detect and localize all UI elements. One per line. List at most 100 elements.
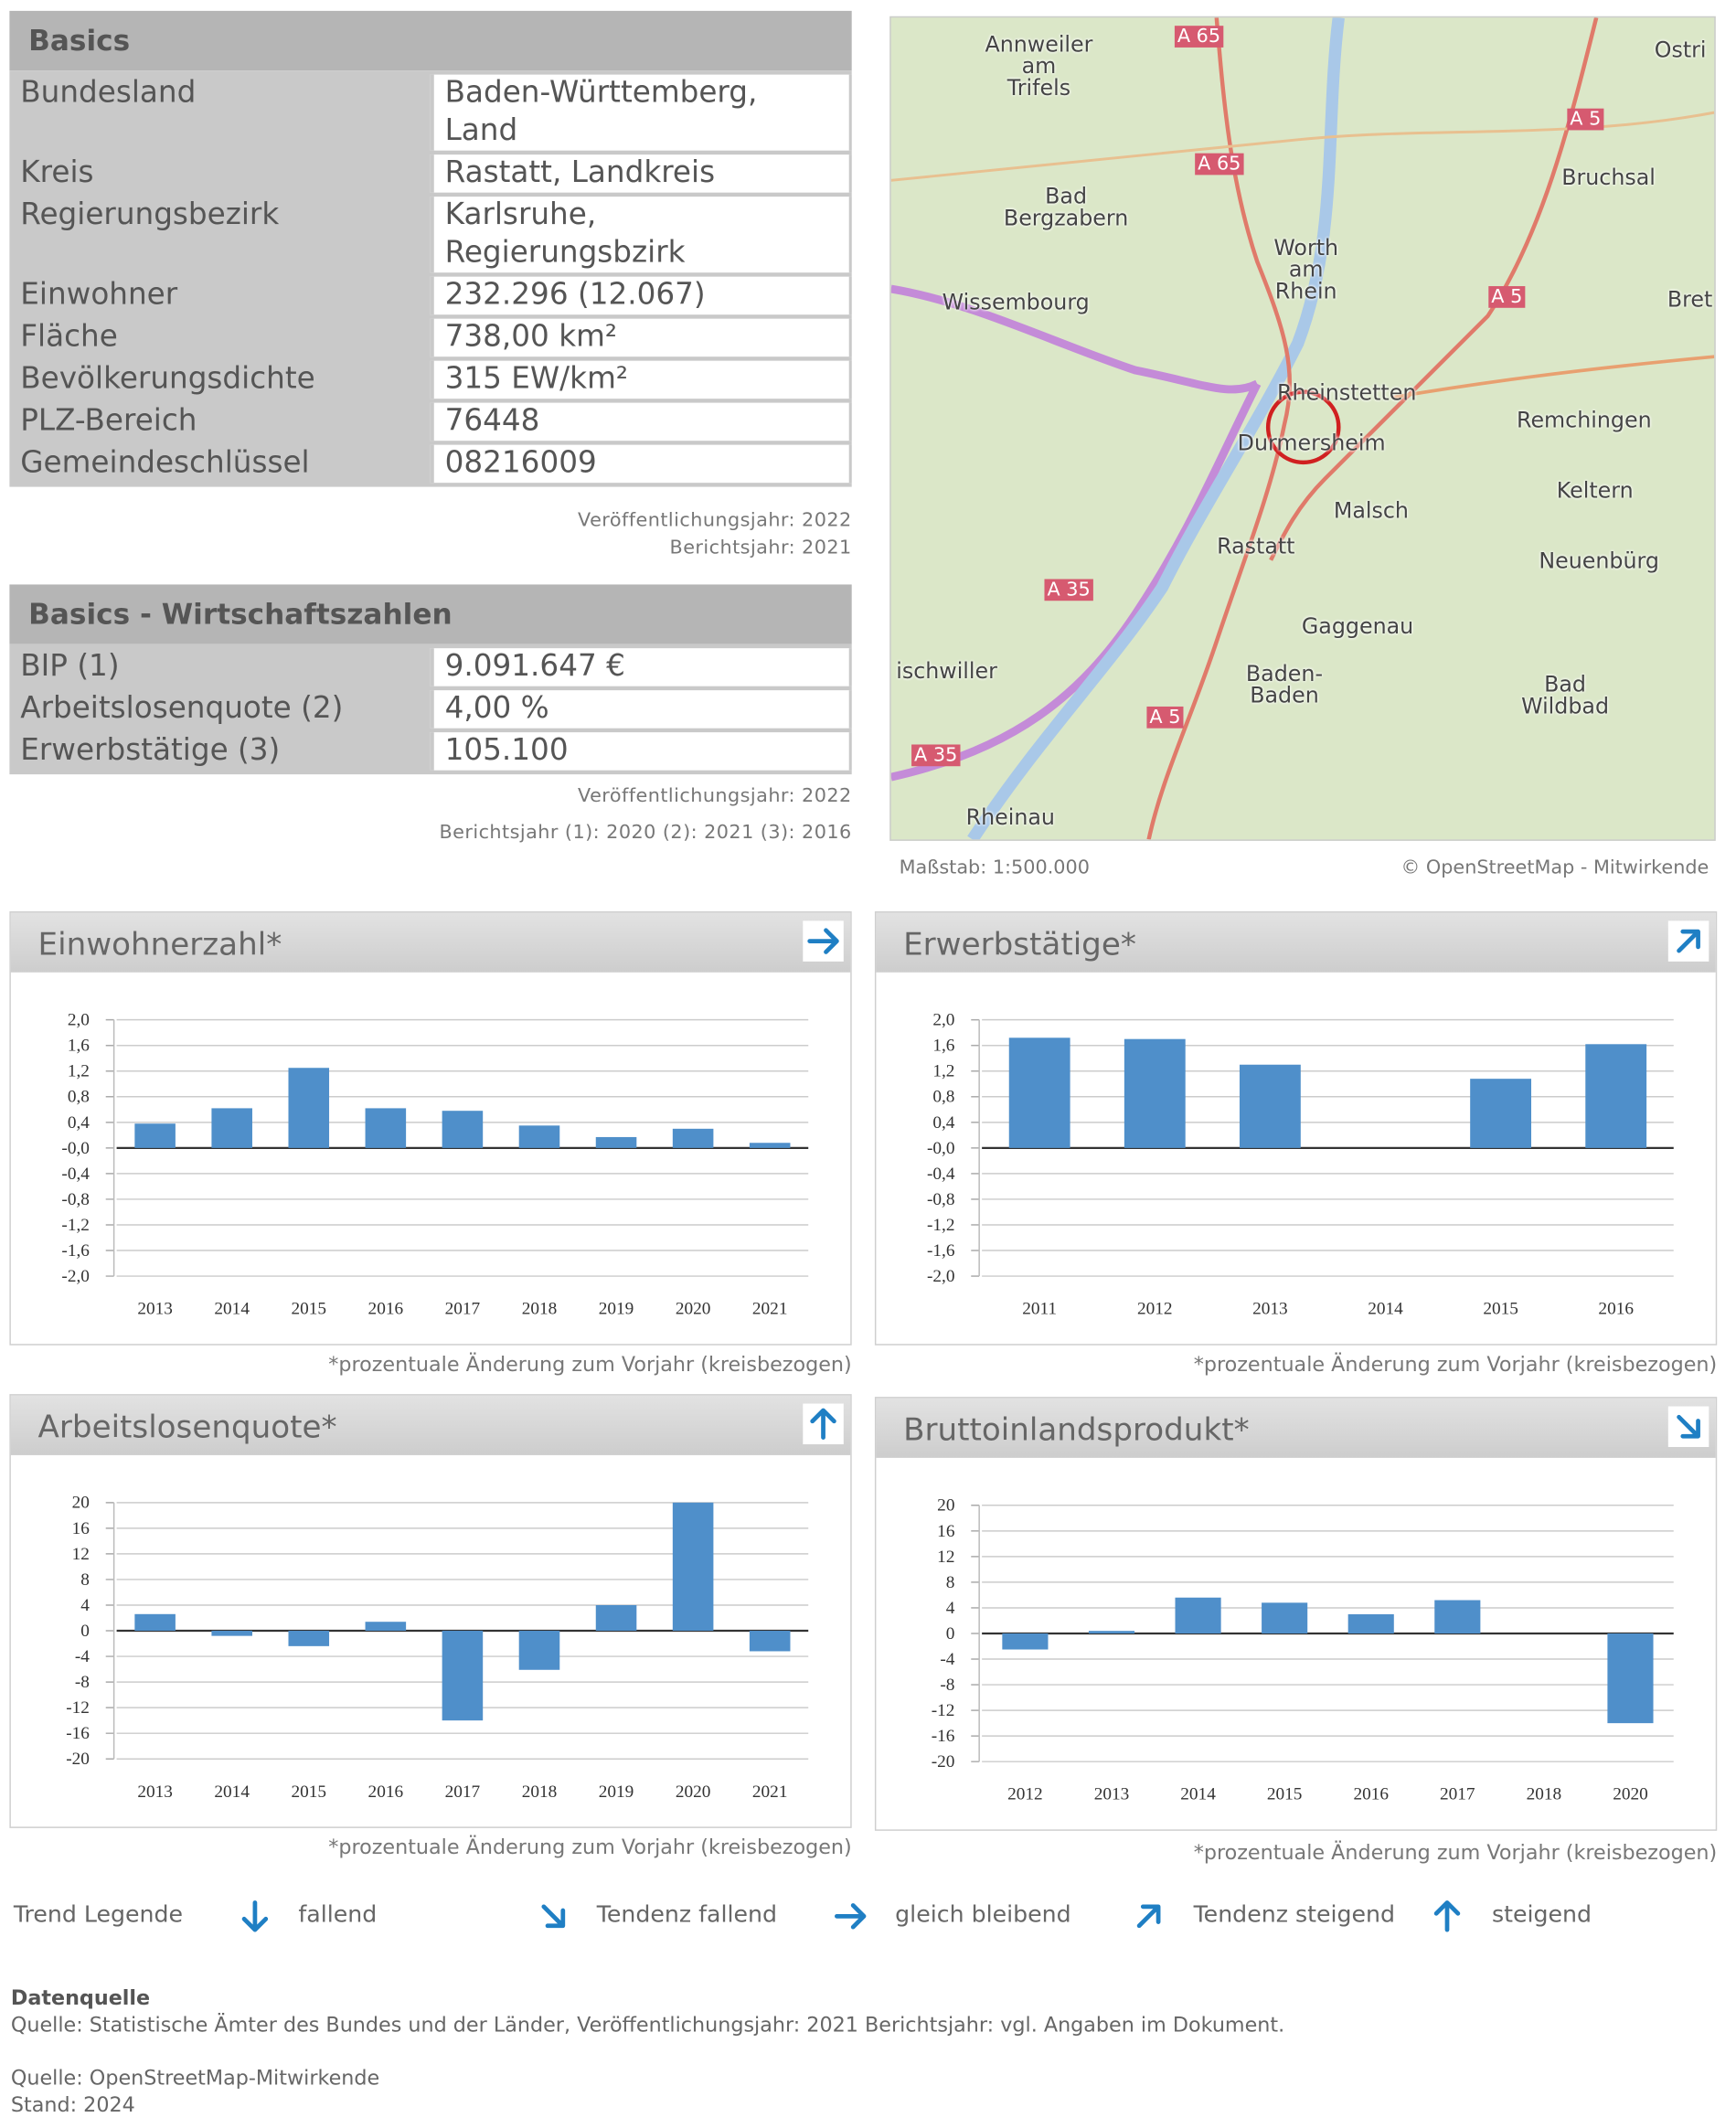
- legend-label: steigend: [1491, 1900, 1592, 1929]
- table-row: Gemeindeschlüssel 08216009: [9, 444, 852, 484]
- legend-label: Tendenz steigend: [1193, 1900, 1396, 1929]
- row-label: Fläche: [20, 320, 118, 355]
- legend-icons: [241, 1900, 1461, 1932]
- legend-icon: [1136, 1904, 1161, 1929]
- y-tick-label: -0,0: [927, 1139, 955, 1158]
- y-tick-label: 16: [937, 1522, 955, 1541]
- x-tick-label: 2018: [522, 1782, 558, 1802]
- x-tick-label: 2016: [368, 1300, 404, 1319]
- y-tick-label: 16: [72, 1519, 91, 1538]
- bar: [1347, 1613, 1394, 1633]
- highway-label: A 65: [1195, 153, 1244, 176]
- y-tick-label: 0,4: [68, 1113, 90, 1133]
- x-tick-label: 2014: [1180, 1785, 1216, 1804]
- y-tick-label: -0,8: [61, 1190, 90, 1209]
- x-tick-label: 2019: [599, 1300, 634, 1319]
- highway-label: A 5: [1146, 706, 1184, 729]
- y-tick-label: -16: [932, 1727, 955, 1746]
- place-label: Bret: [1667, 286, 1713, 313]
- chart-note: *prozentuale Änderung zum Vorjahr (kreis…: [1193, 1840, 1718, 1865]
- place-label: Durmersheim: [1237, 430, 1386, 456]
- chart-note: *prozentuale Änderung zum Vorjahr (kreis…: [1193, 1352, 1718, 1377]
- bar: [365, 1622, 407, 1632]
- y-tick-label: -8: [75, 1673, 90, 1692]
- y-tick-label: -20: [66, 1750, 90, 1769]
- arrow-shape: [810, 1408, 836, 1440]
- place-label: Bruchsal: [1561, 164, 1656, 190]
- chart-note: *prozentuale Änderung zum Vorjahr (kreis…: [328, 1352, 852, 1377]
- y-tick-label: 0: [80, 1622, 90, 1641]
- legend-title: Trend Legende: [13, 1900, 184, 1929]
- place-label: Worth am Rhein: [1273, 234, 1339, 304]
- row-value: 738,00 km²: [430, 318, 852, 357]
- bar: [595, 1136, 637, 1148]
- chart: 2,0 1,6 1,2 0,8 0,4 -0,0 -0,4 -0,8 -1,2 -1,6 -2,0 2…: [61, 920, 844, 1319]
- chart-note: *prozentuale Änderung zum Vorjahr (kreis…: [328, 1835, 852, 1860]
- y-tick-label: -0,4: [61, 1165, 90, 1184]
- row-value: Baden-Württemberg, Land: [430, 74, 852, 151]
- legend-icon: [835, 1903, 867, 1930]
- x-tick-label: 2016: [1598, 1300, 1634, 1319]
- x-tick-label: 2013: [1094, 1785, 1130, 1804]
- bar: [595, 1604, 637, 1632]
- table-row: Fläche 738,00 km²: [9, 318, 852, 357]
- highway-label: A 5: [1567, 108, 1604, 131]
- row-label: Einwohner: [20, 278, 178, 313]
- chart: 2,0 1,6 1,2 0,8 0,4 -0,0 -0,4 -0,8 -1,2 -1,6 -2,0 2…: [927, 920, 1709, 1319]
- x-tick-label: 2015: [1483, 1300, 1518, 1319]
- chart-title: Einwohnerzahl*: [10, 912, 851, 973]
- chart-title: Bruttoinlandsprodukt*: [876, 1398, 1716, 1458]
- bar: [211, 1108, 252, 1148]
- row-value: 9.091.647 €: [430, 648, 852, 686]
- row-label: Erwerbstätige (3): [20, 733, 281, 768]
- y-tick-label: 0,8: [68, 1088, 90, 1107]
- row-value: 232.296 (12.067): [430, 276, 852, 315]
- y-tick-label: -20: [932, 1752, 955, 1772]
- x-tick-label: 2018: [522, 1300, 558, 1319]
- table-row: Arbeitslosenquote (2) 4,00 %: [9, 690, 852, 729]
- table-row: Kreis Rastatt, Landkreis: [9, 154, 852, 193]
- y-tick-label: -4: [940, 1650, 954, 1669]
- y-tick-label: -12: [932, 1701, 955, 1720]
- y-tick-label: 2,0: [932, 1011, 954, 1030]
- place-label: Annweiler am Trifels: [985, 31, 1093, 101]
- bar: [442, 1631, 484, 1721]
- section-header: Basics - Wirtschaftszahlen: [9, 584, 852, 644]
- bar: [134, 1613, 176, 1632]
- place-label: Neuenbürg: [1539, 548, 1659, 574]
- source-line: Stand: 2024: [10, 2092, 135, 2117]
- legend-icon: [1433, 1900, 1461, 1932]
- bar: [1002, 1633, 1049, 1650]
- arrow-shape: [1677, 929, 1700, 953]
- y-tick-label: 12: [72, 1545, 90, 1564]
- highway-label: A 5: [1488, 286, 1526, 308]
- legend-label: fallend: [298, 1900, 378, 1929]
- bar: [1585, 1044, 1647, 1148]
- chart-panel: Einwohnerzahl* 2,0 1,6 1,2 0,8 0,4 -0,0 -0,4 -0,…: [9, 910, 852, 1346]
- note: Berichtsjahr: 2021: [669, 537, 852, 559]
- bar: [672, 1128, 714, 1148]
- bar: [749, 1143, 791, 1148]
- legend-icon: [541, 1904, 566, 1929]
- x-tick-label: 2016: [368, 1782, 404, 1802]
- row-label: PLZ-Bereich: [20, 404, 197, 439]
- row-value: 4,00 %: [430, 690, 852, 729]
- y-tick-label: 0,4: [932, 1113, 954, 1133]
- x-tick-label: 2020: [676, 1300, 711, 1319]
- row-value: 105.100: [430, 732, 852, 771]
- x-tick-label: 2013: [137, 1300, 173, 1319]
- row-label: Kreis: [20, 155, 94, 190]
- y-tick-label: -1,2: [61, 1216, 90, 1235]
- bar: [288, 1631, 330, 1646]
- place-label: Malsch: [1333, 497, 1409, 524]
- y-tick-label: 1,2: [932, 1062, 954, 1081]
- bar: [442, 1111, 484, 1148]
- x-tick-label: 2020: [676, 1782, 711, 1802]
- map-scale: Maßstab: 1:500.000: [899, 857, 1090, 879]
- bar: [1239, 1064, 1301, 1148]
- map[interactable]: Annweiler am Trifels A 65 Ostri A 5 A 65 Bruc…: [889, 16, 1716, 841]
- source-line: Quelle: Statistische Ämter des Bundes un…: [10, 2012, 1285, 2038]
